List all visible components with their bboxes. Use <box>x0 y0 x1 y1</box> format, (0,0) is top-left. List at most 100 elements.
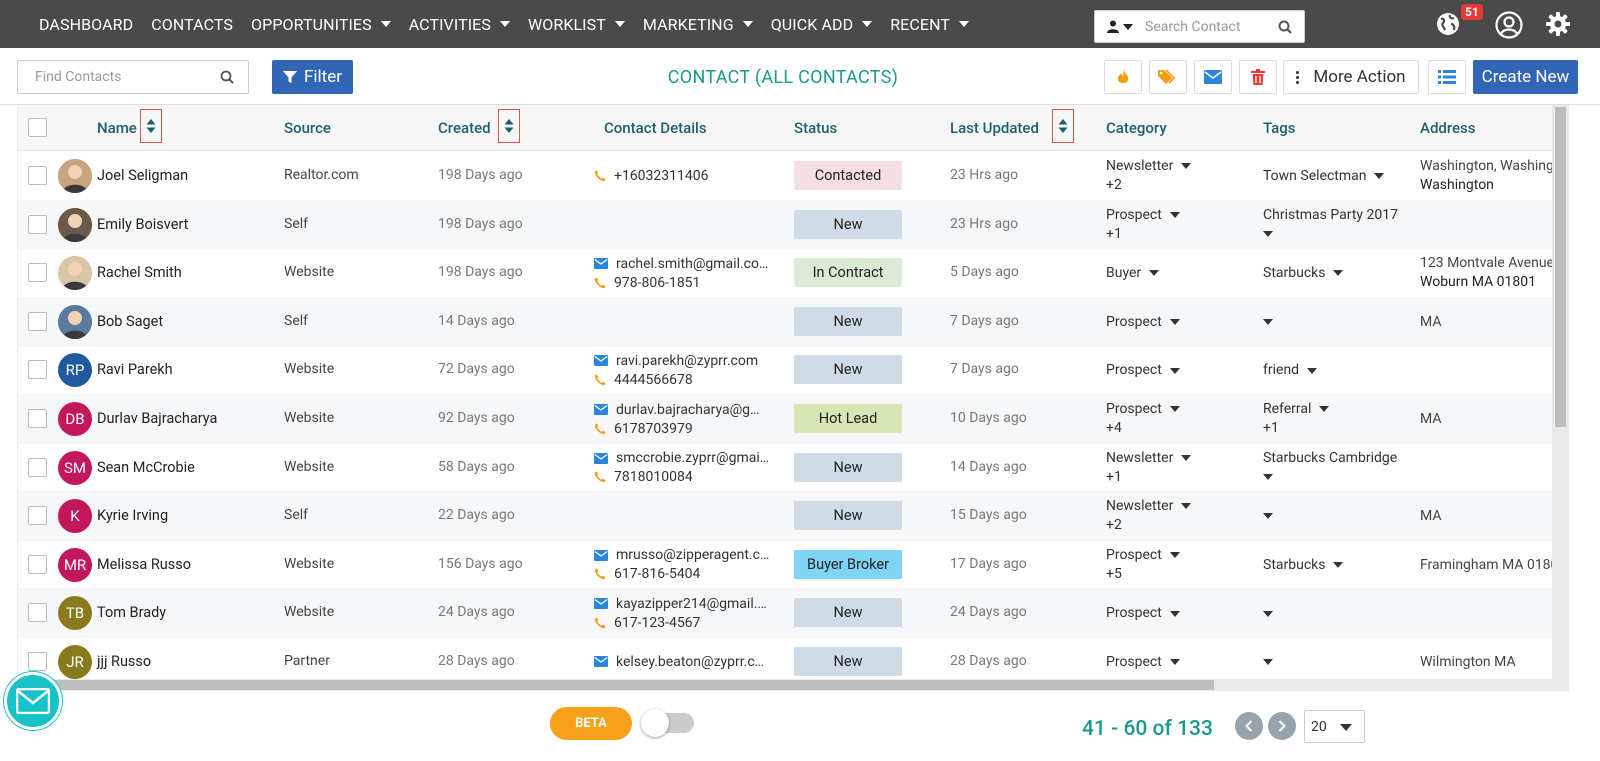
category-value[interactable]: Prospect <box>1106 206 1162 223</box>
contact-name[interactable]: Ravi Parekh <box>97 361 173 379</box>
chevron-down-icon[interactable] <box>1169 406 1180 413</box>
table-row[interactable]: RP Ravi Parekh Website 72 Days ago ravi.pare… <box>18 345 1569 395</box>
nav-activities[interactable]: ACTIVITIES <box>400 0 519 48</box>
chevron-down-icon[interactable] <box>1263 230 1273 237</box>
contact-name[interactable]: Tom Brady <box>97 604 167 622</box>
status-badge[interactable]: New <box>794 452 902 482</box>
beta-toggle[interactable] <box>641 709 694 737</box>
contact-search-box[interactable]: Search Contact <box>1094 10 1305 43</box>
contact-name[interactable]: Melissa Russo <box>97 555 192 573</box>
category-value[interactable]: Prospect <box>1106 313 1162 330</box>
status-badge[interactable]: New <box>794 306 902 336</box>
status-badge[interactable]: Hot Lead <box>794 404 902 433</box>
globe-notifications-icon[interactable] <box>1436 12 1460 40</box>
nav-recent[interactable]: RECENT <box>881 0 978 48</box>
chevron-down-icon[interactable] <box>1374 173 1385 180</box>
search-icon[interactable] <box>220 70 234 84</box>
category-cell[interactable]: Prospect +1 <box>1106 206 1180 244</box>
contact-email[interactable]: rachel.smith@gmail.com <box>594 254 771 273</box>
tag-extra-count[interactable]: +1 <box>1263 420 1279 436</box>
tag-value[interactable]: Starbucks <box>1263 265 1326 282</box>
contact-email[interactable]: ravi.parekh@zyprr.com <box>594 351 758 370</box>
email-text[interactable]: kayazipper214@gmail.com <box>616 595 771 612</box>
category-cell[interactable]: Prospect <box>1106 313 1180 332</box>
category-cell[interactable]: Prospect <box>1106 653 1180 672</box>
category-extra-count[interactable]: +4 <box>1106 420 1122 436</box>
chevron-down-icon[interactable] <box>1307 367 1318 374</box>
chevron-down-icon[interactable] <box>1263 473 1273 480</box>
status-badge[interactable]: Contacted <box>794 161 902 190</box>
row-checkbox[interactable] <box>28 409 47 428</box>
tags-cell[interactable]: Starbucks <box>1263 264 1344 283</box>
hot-lead-button[interactable] <box>1104 60 1142 94</box>
contact-name[interactable]: Kyrie Irving <box>97 507 169 525</box>
category-value[interactable]: Newsletter <box>1106 158 1174 174</box>
next-page-button[interactable] <box>1268 712 1296 740</box>
table-row[interactable]: Emily Boisvert Self 198 Days ago New 23 Hrs … <box>18 199 1569 250</box>
settings-gear-icon[interactable] <box>1545 11 1571 41</box>
category-cell[interactable]: Newsletter +2 <box>1106 497 1192 535</box>
contact-email[interactable]: durlav.bajracharya@gmail.com <box>594 400 771 419</box>
row-checkbox[interactable] <box>28 166 47 185</box>
delete-button[interactable] <box>1239 60 1277 94</box>
status-badge[interactable]: Buyer Broker <box>794 549 902 579</box>
contact-phone[interactable]: 6178703979 <box>594 419 771 438</box>
email-button[interactable] <box>1194 60 1232 94</box>
chevron-down-icon[interactable] <box>1169 659 1180 666</box>
tag-button[interactable] <box>1149 60 1187 94</box>
tags-cell[interactable] <box>1263 507 1273 526</box>
table-row[interactable]: TB Tom Brady Website 24 Days ago kayazipper2… <box>18 588 1569 639</box>
contact-name[interactable]: jjj Russo <box>97 653 152 670</box>
chevron-down-icon[interactable] <box>1169 552 1180 559</box>
contact-email[interactable]: kayazipper214@gmail.com <box>594 594 771 613</box>
table-row[interactable]: Bob Saget Self 14 Days ago New 7 Days ago Pro… <box>18 296 1569 347</box>
page-size-select[interactable]: 20 <box>1304 710 1365 743</box>
contact-phone[interactable]: 617-816-5404 <box>594 565 771 584</box>
tag-value[interactable]: Referral <box>1263 401 1312 417</box>
chevron-down-icon[interactable] <box>1263 513 1273 520</box>
chevron-down-icon[interactable] <box>1263 659 1273 666</box>
category-cell[interactable]: Prospect +5 <box>1106 546 1180 584</box>
tags-cell[interactable]: Town Selectman <box>1263 167 1385 186</box>
table-row[interactable]: MR Melissa Russo Website 156 Days ago mrusso… <box>18 540 1569 590</box>
contact-phone[interactable]: 617-123-4567 <box>594 613 771 632</box>
category-value[interactable]: Prospect <box>1106 546 1162 563</box>
chevron-down-icon[interactable] <box>1181 454 1192 461</box>
phone-text[interactable]: +16032311406 <box>614 167 709 184</box>
contact-phone[interactable]: 4444566678 <box>594 370 758 389</box>
contact-email[interactable]: smccrobie.zyprr@gmail.com <box>594 449 771 468</box>
row-checkbox[interactable] <box>28 603 47 623</box>
column-header-last-updated[interactable]: Last Updated <box>950 119 1039 137</box>
tags-cell[interactable] <box>1263 313 1273 332</box>
row-checkbox[interactable] <box>28 457 47 477</box>
contact-name[interactable]: Rachel Smith <box>97 264 182 282</box>
tag-value[interactable]: Starbucks Cambridge <box>1263 449 1398 466</box>
chevron-down-icon[interactable] <box>1333 562 1344 569</box>
tag-value[interactable]: Town Selectman <box>1263 168 1367 184</box>
status-badge[interactable]: New <box>794 598 902 628</box>
nav-marketing[interactable]: MARKETING <box>634 0 762 48</box>
nav-opportunities[interactable]: OPPORTUNITIES <box>242 0 400 48</box>
column-header-created[interactable]: Created <box>438 119 491 137</box>
chevron-down-icon[interactable] <box>1169 610 1180 617</box>
tags-cell[interactable]: Starbucks Cambridge <box>1263 449 1397 487</box>
chevron-down-icon[interactable] <box>1169 211 1180 218</box>
person-dropdown-icon[interactable] <box>1107 20 1133 33</box>
nav-quick-add[interactable]: QUICK ADD <box>762 0 882 48</box>
contact-name[interactable]: Durlav Bajracharya <box>97 410 218 427</box>
category-extra-count[interactable]: +2 <box>1106 177 1122 193</box>
nav-worklist[interactable]: WORKLIST <box>519 0 634 48</box>
tags-cell[interactable]: Starbucks <box>1263 556 1344 575</box>
email-text[interactable]: smccrobie.zyprr@gmail.com <box>616 450 771 467</box>
table-row[interactable]: DB Durlav Bajracharya Website 92 Days ago du… <box>18 394 1569 444</box>
table-row[interactable]: K Kyrie Irving Self 22 Days ago New 15 Days a… <box>18 491 1569 542</box>
search-icon[interactable] <box>1278 20 1292 34</box>
status-badge[interactable]: New <box>794 355 902 385</box>
contact-phone[interactable]: 7818010084 <box>594 468 771 487</box>
row-checkbox[interactable] <box>28 652 47 671</box>
tags-cell[interactable]: Referral +1 <box>1263 400 1330 438</box>
status-badge[interactable]: New <box>794 647 902 676</box>
previous-page-button[interactable] <box>1235 712 1263 740</box>
sort-created-icon[interactable] <box>498 109 520 143</box>
tags-cell[interactable]: friend <box>1263 361 1318 380</box>
